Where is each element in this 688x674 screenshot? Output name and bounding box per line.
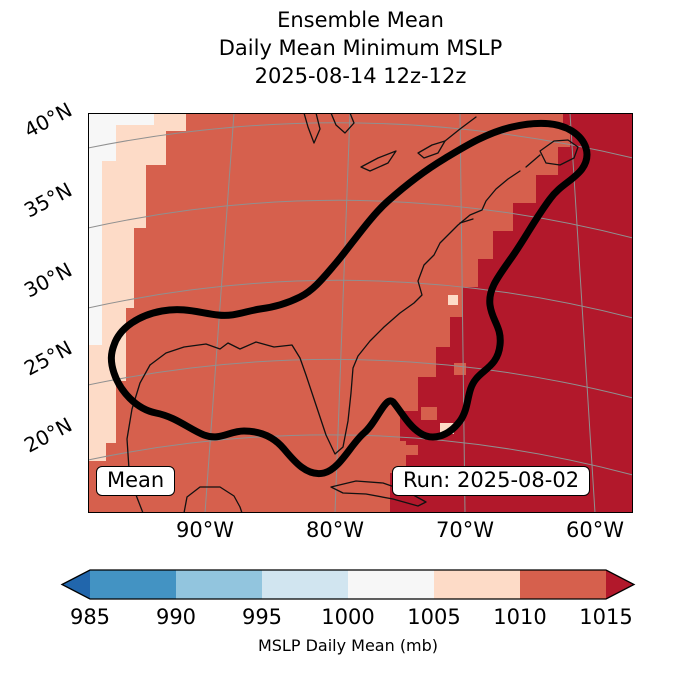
map-plot	[88, 113, 633, 513]
colorbar-segment-1005-1010	[434, 570, 520, 599]
meridian-70W	[459, 113, 466, 513]
parallel-35N	[88, 199, 633, 239]
fill-band-over-1015	[390, 113, 633, 513]
meridian-80W	[334, 113, 351, 513]
colorbar-over-arrow	[606, 570, 634, 599]
coastline-yucatan	[183, 486, 243, 513]
colorbar-under-arrow	[62, 570, 90, 599]
coastline-lake-huron	[330, 113, 355, 134]
lat-label-30N: 30°N	[20, 257, 76, 303]
lon-label-80W: 80°W	[306, 518, 364, 542]
lon-label-90W: 90°W	[176, 518, 234, 542]
colorbar-segment-1010-1015	[520, 570, 606, 599]
fill-speckle	[448, 295, 458, 305]
lon-label-70W: 70°W	[436, 518, 494, 542]
colorbar-tick-990: 990	[156, 605, 196, 629]
colorbar-tick-1005: 1005	[407, 605, 460, 629]
lon-label-60W: 60°W	[566, 518, 624, 542]
colorbar-tick-1000: 1000	[321, 605, 374, 629]
parallel-40N	[88, 122, 633, 159]
figure-title: Ensemble Mean Daily Mean Minimum MSLP 20…	[88, 6, 633, 90]
coastline-lake-erie	[360, 150, 397, 172]
coastline-long-island	[459, 218, 474, 224]
title-line-3: 2025-08-14 12z-12z	[254, 64, 467, 88]
coastline-st-lawrence	[444, 116, 477, 142]
colorbar-axis-label: MSLP Daily Mean (mb)	[258, 636, 438, 655]
fill-band-1000-1005	[88, 113, 154, 345]
run-date-box: Run: 2025-08-02	[392, 466, 591, 496]
parallel-25N	[88, 358, 633, 399]
coastline-nova-scotia	[539, 139, 579, 166]
lat-label-35N: 35°N	[20, 177, 76, 223]
colorbar: 985 990 995 1000 1005 1010 1015 MSLP Dai…	[60, 569, 636, 655]
lat-label-20N: 20°N	[20, 412, 76, 458]
fill-speckle	[454, 363, 466, 375]
coastline-lake-ontario	[417, 140, 446, 159]
fill-speckle	[421, 407, 437, 420]
title-line-2: Daily Mean Minimum MSLP	[218, 36, 503, 60]
colorbar-outline	[60, 569, 636, 600]
parallel-30N	[88, 279, 633, 319]
colorbar-segment-995-1000	[262, 570, 348, 599]
ensemble-contour-outline	[107, 119, 591, 478]
coastlines	[126, 113, 579, 513]
colorbar-segment-990-995	[176, 570, 262, 599]
title-line-1: Ensemble Mean	[277, 8, 444, 32]
colorbar-segment-985-990	[90, 570, 176, 599]
mean-label-box: Mean	[96, 466, 176, 496]
colorbar-tick-985: 985	[70, 605, 110, 629]
coastline-cuba	[330, 480, 427, 507]
lat-label-25N: 25°N	[20, 335, 76, 381]
colorbar-tick-995: 995	[242, 605, 282, 629]
colorbar-segment-1000-1005	[348, 570, 434, 599]
map-frame	[88, 113, 633, 513]
lat-label-40N: 40°N	[20, 97, 76, 143]
fill-speckle	[406, 445, 418, 455]
colorbar-tick-1010: 1010	[493, 605, 546, 629]
fill-speckle	[440, 423, 454, 434]
colorbar-tick-1015: 1015	[579, 605, 632, 629]
coastline-gulf-east	[149, 170, 521, 455]
coastline-lake-michigan	[303, 113, 321, 144]
coastline-fundy	[525, 154, 541, 168]
